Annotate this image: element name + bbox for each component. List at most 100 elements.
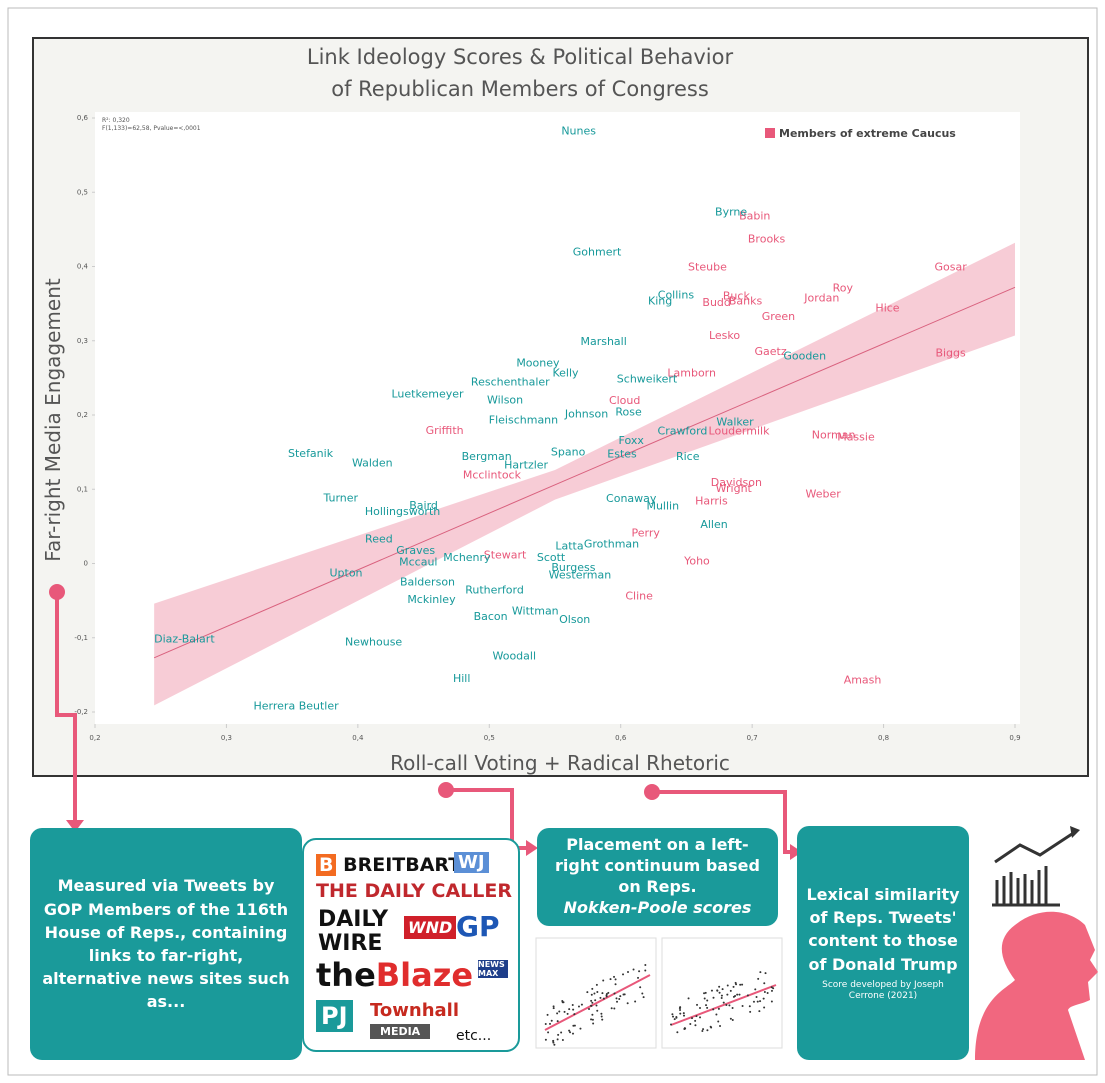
mini-dot <box>738 994 740 996</box>
logo: etc... <box>456 1028 491 1044</box>
mini-dot <box>706 999 708 1001</box>
mini-dot <box>553 1005 555 1007</box>
mini-dot <box>601 992 603 994</box>
point-label: Spano <box>551 445 586 458</box>
legend-label: Members of extreme Caucus <box>779 127 956 140</box>
mini-dot <box>689 1023 691 1025</box>
mini-dot <box>596 1010 598 1012</box>
point-label: Hice <box>875 301 899 314</box>
mini-dot <box>771 986 773 988</box>
point-label: Bacon <box>474 610 508 623</box>
page: {"chart_data": {"type": "scatter", "titl… <box>0 0 1105 1083</box>
point-label: Baird <box>409 499 438 512</box>
mini-dot <box>545 1039 547 1041</box>
mini-dot <box>644 964 646 966</box>
mini-dot <box>610 978 612 980</box>
x-tick-label: 0,3 <box>221 734 232 742</box>
mini-dot <box>684 1027 686 1029</box>
logo-text: BREITBART <box>343 854 461 876</box>
mini-dot <box>705 992 707 994</box>
mini-dot <box>730 990 732 992</box>
mini-dot <box>679 1006 681 1008</box>
mini-dot <box>619 995 621 997</box>
mini-dot <box>611 1007 613 1009</box>
note-text: Measured via Tweets by GOP Members of th… <box>38 874 294 1013</box>
point-label: King <box>648 295 672 308</box>
mini-dot <box>627 971 629 973</box>
x-tick-label: 0,4 <box>352 734 364 742</box>
mini-dot <box>719 992 721 994</box>
mini-dot <box>723 1002 725 1004</box>
mini-dot <box>721 997 723 999</box>
mini-dot <box>763 1006 765 1008</box>
mini-dot <box>590 1018 592 1020</box>
y-tick-label: 0 <box>84 560 88 568</box>
point-label: Banks <box>729 295 763 308</box>
note-text: Placement on a left-right continuum base… <box>545 835 770 897</box>
mini-plot <box>536 938 656 1048</box>
mini-dot <box>564 1011 566 1013</box>
mini-dot <box>591 994 593 996</box>
mini-dot <box>558 1010 560 1012</box>
mini-dot <box>633 968 635 970</box>
point-label: Kelly <box>552 367 579 380</box>
mini-dot <box>747 994 749 996</box>
point-label: Allen <box>700 518 727 531</box>
note-box: Lexical similarity of Reps. Tweets' cont… <box>797 826 969 1060</box>
mini-dot <box>552 1040 554 1042</box>
logo: B BREITBART <box>316 854 461 876</box>
mini-dot <box>753 1001 755 1003</box>
mini-dot <box>644 969 646 971</box>
logo: PJ <box>316 1000 353 1032</box>
mini-dot <box>711 990 713 992</box>
mini-dot <box>601 1016 603 1018</box>
point-label: Wright <box>716 482 753 495</box>
y-tick-label: 0,4 <box>77 263 89 271</box>
chart-title: Link Ideology Scores & Political Behavio… <box>307 45 734 69</box>
mini-dot <box>572 1025 574 1027</box>
stat-text: F(1,133)=62,58, Pvalue=<,0001 <box>102 125 201 132</box>
mini-dot <box>615 983 617 985</box>
point-label: Estes <box>607 448 637 461</box>
legend-swatch <box>765 128 775 138</box>
mini-dot <box>561 1000 563 1002</box>
mini-dot <box>592 1019 594 1021</box>
point-label: Marshall <box>580 335 626 348</box>
note-text: Lexical similarity of Reps. Tweets' cont… <box>805 883 961 976</box>
mini-dot <box>719 1025 721 1027</box>
point-label: Amash <box>844 673 882 686</box>
mini-dot <box>551 1020 553 1022</box>
logo: THE DAILY CALLER <box>316 880 512 902</box>
point-label: Massie <box>837 431 875 444</box>
mini-dot <box>553 1007 555 1009</box>
point-label: Balderson <box>400 575 455 588</box>
y-tick-label: 0,3 <box>77 337 88 345</box>
mini-dot <box>592 1022 594 1024</box>
logo: WJ <box>454 852 489 873</box>
point-label: Reed <box>365 532 393 545</box>
mini-dot <box>567 1013 569 1015</box>
mini-dot <box>696 1004 698 1006</box>
icons <box>975 826 1098 1060</box>
y-tick-label: 0,5 <box>77 188 88 196</box>
mini-dot <box>672 1016 674 1018</box>
mini-dot <box>717 1021 719 1023</box>
mini-dot <box>581 1004 583 1006</box>
mini-dot <box>557 1038 559 1040</box>
point-label: Turner <box>322 491 358 504</box>
mini-dot <box>591 1002 593 1004</box>
mini-dot <box>671 1013 673 1015</box>
y-axis-label: Far-right Media Engagement <box>41 278 65 562</box>
point-label: Schweikert <box>617 373 678 386</box>
point-label: Mckinley <box>407 593 456 606</box>
mini-dot <box>547 1014 549 1016</box>
mini-dot <box>560 1031 562 1033</box>
logo-text: WIRE <box>318 932 388 956</box>
mini-dot <box>679 1009 681 1011</box>
mini-dot <box>641 992 643 994</box>
point-label: Brooks <box>748 232 786 245</box>
logo: theBlaze <box>316 956 473 994</box>
point-label: Gohmert <box>573 246 622 259</box>
connector-dot <box>644 784 660 800</box>
